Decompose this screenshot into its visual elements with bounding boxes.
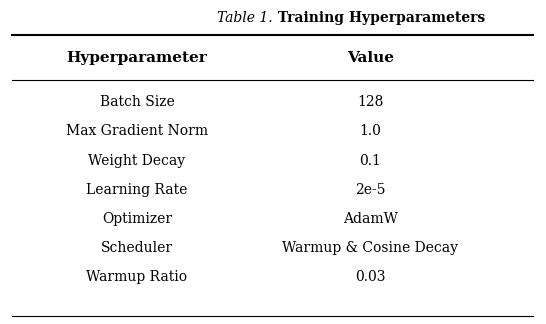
Text: Scheduler: Scheduler [101,241,173,255]
Text: Training Hyperparameters: Training Hyperparameters [272,11,485,25]
Text: Warmup Ratio: Warmup Ratio [86,270,188,284]
Text: 0.1: 0.1 [359,154,381,168]
Text: Optimizer: Optimizer [102,212,172,226]
Text: Learning Rate: Learning Rate [86,183,188,197]
Text: 128: 128 [357,95,383,109]
Text: Warmup & Cosine Decay: Warmup & Cosine Decay [282,241,458,255]
Text: Table 1.: Table 1. [217,11,272,25]
Text: 0.03: 0.03 [355,270,385,284]
Text: Value: Value [347,51,394,64]
Text: Batch Size: Batch Size [100,95,174,109]
Text: 2e-5: 2e-5 [355,183,385,197]
Text: Weight Decay: Weight Decay [88,154,186,168]
Text: 1.0: 1.0 [359,124,381,138]
Text: AdamW: AdamW [343,212,397,226]
Text: Hyperparameter: Hyperparameter [67,51,207,64]
Text: Max Gradient Norm: Max Gradient Norm [66,124,208,138]
